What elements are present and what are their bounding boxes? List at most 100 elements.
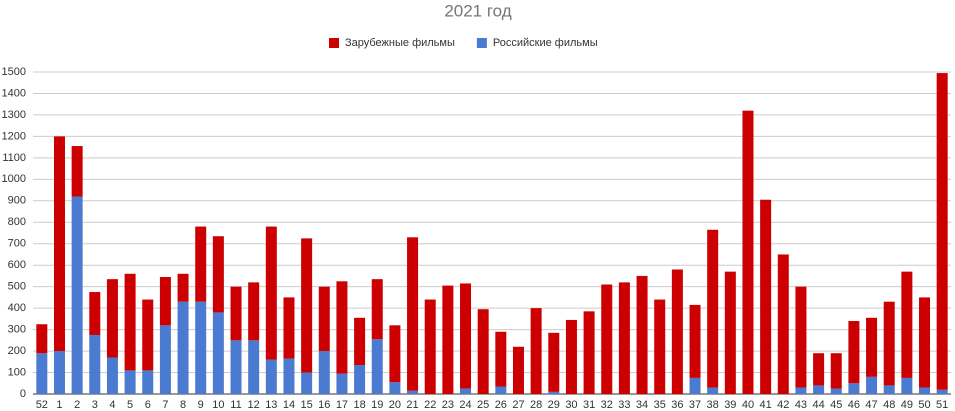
x-tick-label: 27 bbox=[512, 399, 524, 411]
bar-segment bbox=[159, 277, 171, 326]
x-tick-label: 6 bbox=[145, 399, 151, 411]
x-tick-label: 36 bbox=[671, 399, 683, 411]
y-tick-label: 1000 bbox=[2, 173, 26, 185]
x-tick-label: 3 bbox=[92, 399, 98, 411]
x-tick-label: 24 bbox=[459, 399, 471, 411]
bar-segment bbox=[760, 199, 772, 394]
x-tick-label: 14 bbox=[283, 399, 295, 411]
bar-segment bbox=[813, 353, 825, 386]
x-tick-label: 33 bbox=[618, 399, 630, 411]
y-tick-label: 800 bbox=[8, 216, 26, 228]
x-tick-label: 43 bbox=[795, 399, 807, 411]
x-tick-label: 13 bbox=[265, 399, 277, 411]
bar-segment bbox=[265, 359, 277, 394]
bar-segment bbox=[142, 299, 154, 371]
bar-segment bbox=[248, 282, 260, 341]
bar-segment bbox=[71, 196, 83, 394]
bar-segment bbox=[89, 292, 101, 335]
bar-segment bbox=[212, 236, 224, 313]
x-tick-label: 11 bbox=[230, 399, 241, 411]
bar-segment bbox=[530, 308, 542, 394]
bar-segment bbox=[230, 286, 242, 341]
x-tick-label: 15 bbox=[301, 399, 313, 411]
x-tick-label: 47 bbox=[865, 399, 877, 411]
bar-segment bbox=[654, 299, 666, 394]
bar-segment bbox=[354, 317, 366, 366]
y-tick-label: 900 bbox=[8, 195, 26, 207]
bar-segment bbox=[318, 286, 330, 352]
x-tick-label: 18 bbox=[353, 399, 365, 411]
bar-segment bbox=[389, 325, 401, 383]
bar-segment bbox=[919, 297, 931, 388]
bar-segment bbox=[901, 271, 913, 378]
bar-segment bbox=[936, 389, 948, 394]
bar-segment bbox=[548, 391, 560, 394]
y-tick-label: 700 bbox=[8, 238, 26, 250]
bar-segment bbox=[495, 331, 507, 387]
x-tick-label: 19 bbox=[371, 399, 383, 411]
x-tick-label: 10 bbox=[212, 399, 224, 411]
x-tick-label: 35 bbox=[654, 399, 666, 411]
x-tick-label: 21 bbox=[406, 399, 418, 411]
bar-segment bbox=[36, 324, 48, 354]
x-tick-label: 42 bbox=[777, 399, 789, 411]
x-tick-label: 26 bbox=[495, 399, 507, 411]
bar-segment bbox=[742, 110, 754, 394]
bar-segment bbox=[53, 351, 65, 394]
bar-segment bbox=[724, 271, 736, 394]
bar-segment bbox=[106, 279, 118, 358]
x-tick-label: 45 bbox=[830, 399, 842, 411]
bar-segment bbox=[442, 285, 454, 394]
bar-segment bbox=[195, 226, 207, 302]
bar-segment bbox=[795, 387, 807, 394]
bar-segment bbox=[318, 351, 330, 394]
x-tick-label: 8 bbox=[180, 399, 186, 411]
x-tick-label: 23 bbox=[442, 399, 454, 411]
x-tick-label: 12 bbox=[248, 399, 260, 411]
x-tick-label: 41 bbox=[760, 399, 772, 411]
x-tick-label: 29 bbox=[548, 399, 560, 411]
bar-segment bbox=[477, 309, 489, 394]
bar-segment bbox=[813, 385, 825, 394]
x-tick-label: 49 bbox=[901, 399, 913, 411]
bar-segment bbox=[830, 388, 842, 394]
bar-segment bbox=[618, 282, 630, 394]
bar-segment bbox=[212, 312, 224, 394]
bar-segment bbox=[848, 321, 860, 384]
bar-segment bbox=[901, 377, 913, 394]
x-tick-label: 1 bbox=[56, 399, 62, 411]
bar-segment bbox=[177, 273, 189, 302]
bar-segment bbox=[495, 386, 507, 394]
chart-title: 2021 год bbox=[444, 1, 511, 20]
y-tick-label: 200 bbox=[8, 345, 26, 357]
legend-label: Зарубежные фильмы bbox=[345, 37, 455, 49]
bar-segment bbox=[283, 358, 295, 394]
bar-segment bbox=[548, 332, 560, 392]
bar-segment bbox=[866, 376, 878, 394]
x-tick-label: 28 bbox=[530, 399, 542, 411]
bar-segment bbox=[689, 304, 701, 378]
bar-segment bbox=[283, 297, 295, 359]
bar-segment bbox=[795, 286, 807, 388]
y-tick-label: 300 bbox=[8, 324, 26, 336]
bar-segment bbox=[301, 238, 313, 373]
bar-segment bbox=[336, 373, 348, 394]
bar-segment bbox=[512, 346, 524, 394]
bar-segment bbox=[248, 340, 260, 394]
x-tick-label: 4 bbox=[109, 399, 115, 411]
bar-segment bbox=[124, 370, 136, 394]
legend-label: Российские фильмы bbox=[493, 37, 598, 49]
x-tick-label: 34 bbox=[636, 399, 648, 411]
x-tick-label: 37 bbox=[689, 399, 701, 411]
bar-segment bbox=[707, 229, 719, 388]
bar-segment bbox=[407, 390, 419, 394]
bar-segment bbox=[707, 387, 719, 394]
legend-swatch bbox=[476, 38, 487, 48]
x-tick-label: 46 bbox=[848, 399, 860, 411]
x-tick-label: 17 bbox=[336, 399, 348, 411]
bar-segment bbox=[424, 299, 436, 394]
bar-segment bbox=[195, 301, 207, 394]
x-tick-label: 39 bbox=[724, 399, 736, 411]
bar-segment bbox=[936, 73, 948, 390]
